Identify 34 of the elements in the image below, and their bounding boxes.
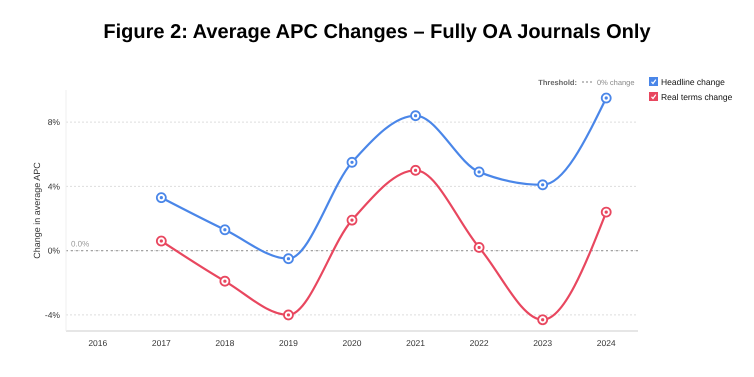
point xyxy=(600,92,612,104)
point xyxy=(346,156,358,168)
point xyxy=(474,166,485,178)
y-tick-label: 4% xyxy=(48,181,60,192)
point xyxy=(537,179,548,190)
x-tick-label: 2022 xyxy=(470,338,489,348)
point xyxy=(410,110,421,122)
point xyxy=(346,214,358,226)
point xyxy=(600,206,612,218)
point xyxy=(156,192,167,204)
point xyxy=(410,164,421,176)
point xyxy=(283,310,294,320)
x-tick-label: 2016 xyxy=(88,338,108,348)
x-tick-label: 2019 xyxy=(278,338,298,348)
y-axis-title: Change in average APC xyxy=(32,162,42,259)
x-tick-label: 2020 xyxy=(342,338,362,348)
x-tick-label: 2023 xyxy=(533,338,552,348)
x-tick-label: 2024 xyxy=(596,338,616,348)
legend-label: Real terms change xyxy=(661,92,733,102)
legend-label: Headline change xyxy=(661,77,726,87)
point xyxy=(219,276,230,287)
x-tick-label: 2017 xyxy=(152,338,172,348)
chart-title: Figure 2: Average APC Changes – Fully OA Journals Only xyxy=(103,21,652,43)
point xyxy=(219,224,230,236)
point xyxy=(156,236,167,246)
y-tick-label: -4% xyxy=(44,310,60,320)
y-tick-label: 0% xyxy=(48,246,60,256)
x-tick-label: 2018 xyxy=(215,338,235,348)
ref-line-label: 0.0% xyxy=(71,240,90,249)
point xyxy=(283,253,294,264)
point xyxy=(474,242,485,253)
y-tick-label: 8% xyxy=(48,117,60,128)
point xyxy=(537,314,548,326)
x-tick-label: 2021 xyxy=(406,338,426,348)
